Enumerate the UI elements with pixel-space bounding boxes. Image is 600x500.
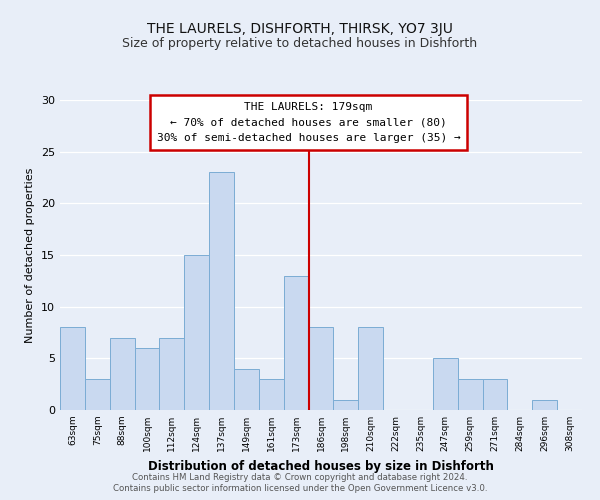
Bar <box>184 255 209 410</box>
Bar <box>259 379 284 410</box>
Text: Contains public sector information licensed under the Open Government Licence v3: Contains public sector information licen… <box>113 484 487 493</box>
Bar <box>358 328 383 410</box>
Bar <box>234 368 259 410</box>
Text: THE LAURELS, DISHFORTH, THIRSK, YO7 3JU: THE LAURELS, DISHFORTH, THIRSK, YO7 3JU <box>147 22 453 36</box>
Bar <box>532 400 557 410</box>
Bar <box>458 379 482 410</box>
Bar <box>85 379 110 410</box>
Bar <box>60 328 85 410</box>
Text: Contains HM Land Registry data © Crown copyright and database right 2024.: Contains HM Land Registry data © Crown c… <box>132 473 468 482</box>
Bar <box>334 400 358 410</box>
Bar <box>134 348 160 410</box>
X-axis label: Distribution of detached houses by size in Dishforth: Distribution of detached houses by size … <box>148 460 494 472</box>
Bar <box>110 338 134 410</box>
Y-axis label: Number of detached properties: Number of detached properties <box>25 168 35 342</box>
Text: Size of property relative to detached houses in Dishforth: Size of property relative to detached ho… <box>122 38 478 51</box>
Text: THE LAURELS: 179sqm
← 70% of detached houses are smaller (80)
30% of semi-detach: THE LAURELS: 179sqm ← 70% of detached ho… <box>157 102 460 144</box>
Bar <box>284 276 308 410</box>
Bar <box>482 379 508 410</box>
Bar <box>308 328 334 410</box>
Bar <box>209 172 234 410</box>
Bar <box>433 358 458 410</box>
Bar <box>160 338 184 410</box>
